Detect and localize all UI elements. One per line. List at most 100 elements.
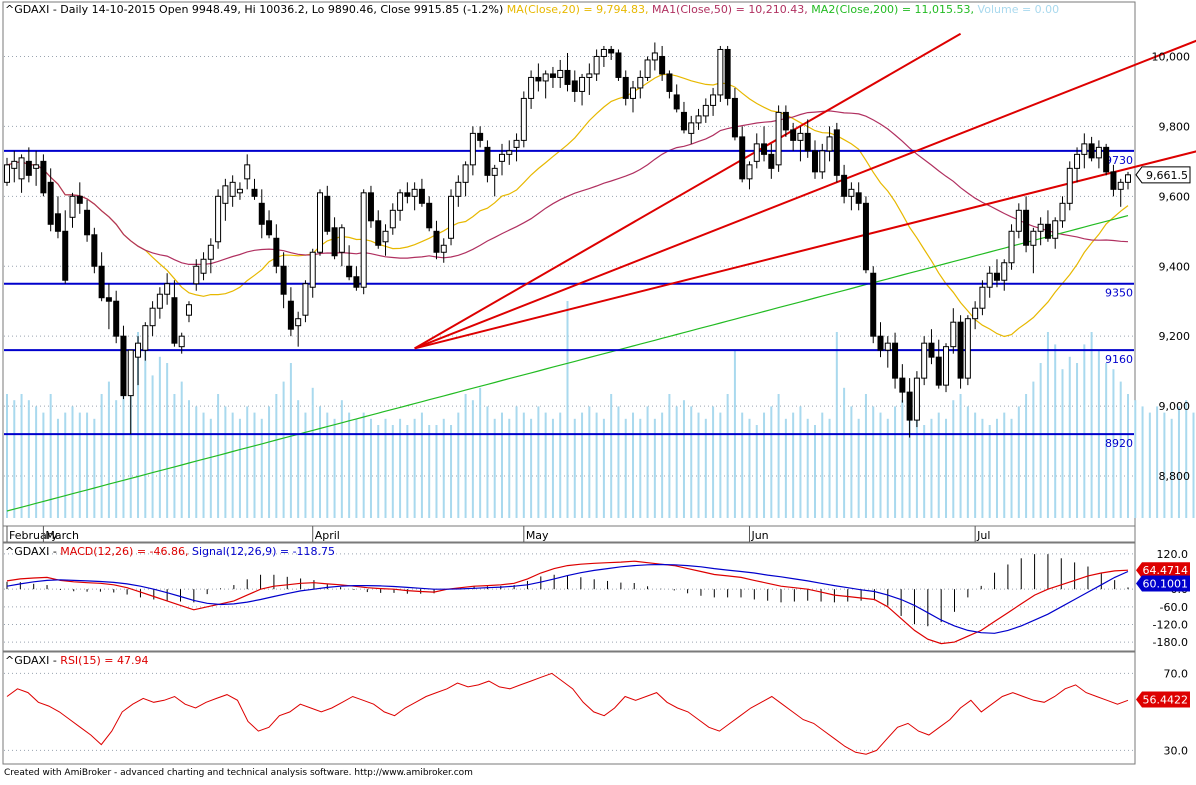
rsi-last-tag — [1136, 691, 1190, 708]
candle-body — [164, 283, 171, 295]
candle-body — [761, 143, 768, 155]
volume-bar — [151, 375, 154, 518]
candle-body — [586, 73, 593, 78]
macd-header-symbol: ^GDAXI — [5, 545, 49, 558]
macd-panel[interactable] — [2, 542, 1136, 652]
candle-body — [1095, 146, 1102, 159]
volume-bar — [1112, 369, 1115, 518]
candle-body — [1066, 167, 1073, 204]
volume-bar — [1003, 412, 1006, 518]
candle-body — [33, 164, 40, 169]
macd-header-signal: Signal(12,26,9) = -118.75 — [192, 545, 335, 558]
volume-bar — [253, 412, 256, 518]
volume-bar — [1061, 369, 1064, 518]
volume-bar — [632, 412, 635, 518]
candle-body — [360, 192, 367, 288]
candle-body — [1081, 143, 1088, 155]
candle-body — [520, 97, 527, 141]
candle-body — [40, 160, 47, 194]
candle-body — [91, 234, 98, 267]
rsi-panel[interactable] — [2, 651, 1136, 765]
volume-bar — [581, 412, 584, 518]
candle-body — [142, 325, 149, 351]
volume-bar — [1134, 400, 1137, 518]
volume-bar — [712, 406, 715, 518]
candle-body — [739, 136, 746, 180]
volume-bar — [624, 418, 627, 518]
last-price-tag — [1135, 166, 1191, 184]
volume-bar — [166, 363, 169, 518]
volume-bar — [362, 412, 365, 518]
candle-body — [62, 230, 69, 281]
candle-body — [528, 76, 535, 99]
volume-bar — [559, 412, 562, 518]
macd-last-tag — [1136, 562, 1190, 579]
month-label: Jul — [976, 529, 990, 542]
volume-bar — [1105, 363, 1108, 518]
candle-body — [120, 335, 127, 397]
volume-bar — [515, 406, 518, 518]
candle-body — [11, 160, 18, 169]
volume-bar — [122, 375, 125, 518]
volume-bar — [675, 406, 678, 518]
volume-bar — [872, 406, 875, 518]
candle-body — [557, 69, 564, 78]
support-line-label: 9350 — [1105, 287, 1133, 300]
volume-bar — [369, 418, 372, 518]
volume-bar — [704, 418, 707, 518]
candle-body — [273, 237, 280, 267]
candle-body — [1023, 209, 1030, 246]
volume-bar — [1083, 344, 1086, 518]
volume-bar — [661, 412, 664, 518]
volume-bar — [231, 412, 234, 518]
volume-bar — [530, 418, 533, 518]
volume-bar — [297, 400, 300, 518]
volume-bar — [442, 418, 445, 518]
candle-body — [535, 76, 542, 82]
candle-body — [302, 283, 309, 316]
rsi-header-symbol: ^GDAXI — [5, 654, 49, 667]
candle-body — [993, 272, 1000, 281]
volume-bar — [617, 406, 620, 518]
candle-body — [4, 164, 10, 183]
candle-body — [309, 251, 316, 288]
candle-body — [979, 286, 986, 309]
volume-bar — [784, 418, 787, 518]
candle-body — [702, 104, 709, 117]
price-axis-label: 9,800 — [1159, 120, 1191, 133]
candle-body — [491, 167, 498, 176]
signal-last-tag — [1136, 575, 1190, 592]
candle-body — [149, 307, 156, 327]
candle-body — [964, 318, 971, 379]
price-header-ma50: MA1(Close,50) = 10,210.43, — [652, 3, 808, 16]
ma200-line — [6, 215, 1129, 512]
volume-bar — [748, 418, 751, 518]
volume-bar — [493, 418, 496, 518]
volume-bar — [56, 418, 59, 518]
volume-bar — [355, 418, 358, 518]
price-axis-label: 9,000 — [1159, 400, 1191, 413]
candle-body — [469, 132, 476, 166]
volume-bar — [864, 394, 867, 518]
volume-bar — [915, 418, 918, 518]
volume-bar — [268, 406, 271, 518]
volume-bar — [158, 356, 161, 518]
volume-bar — [333, 418, 336, 518]
signal-last-label: 60.1001 — [1143, 578, 1189, 591]
volume-bar — [13, 400, 16, 518]
month-label: March — [45, 529, 79, 542]
volume-bar — [537, 406, 540, 518]
candle-body — [1059, 202, 1066, 222]
support-line-label: 9160 — [1105, 353, 1133, 366]
candle-body — [1074, 153, 1081, 169]
candle-body — [717, 48, 724, 96]
candle-body — [957, 321, 964, 379]
candle-body — [724, 48, 731, 99]
volume-bar — [144, 344, 147, 518]
candle-body — [498, 153, 505, 162]
volume-bar — [726, 394, 729, 518]
volume-bar — [843, 387, 846, 518]
volume-bar — [42, 412, 45, 518]
support-line-label: 8920 — [1105, 437, 1133, 450]
volume-bar — [224, 406, 227, 518]
